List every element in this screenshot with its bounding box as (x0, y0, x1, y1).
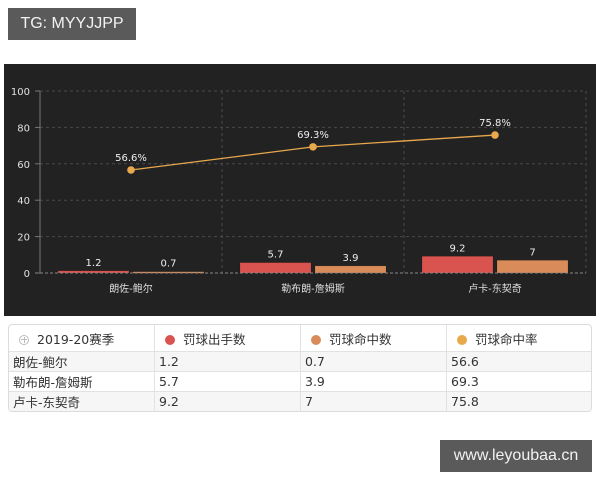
rate-value-label: 75.8% (479, 118, 511, 129)
watermark-bottom: www.leyoubaa.cn (440, 440, 592, 472)
bar-value-label: 7 (529, 247, 535, 258)
y-tick-label: 20 (17, 233, 30, 244)
bar (421, 256, 494, 274)
y-tick-label: 80 (17, 123, 30, 134)
bar-value-label: 5.7 (268, 250, 284, 261)
bar (239, 262, 312, 274)
y-tick-label: 40 (17, 196, 30, 207)
x-tick-label: 朗佐-鲍尔 (109, 282, 153, 295)
table-header-row: 2019-20赛季 罚球出手数 罚球命中数 罚球命中率 (9, 325, 591, 352)
watermark-top: TG: MYYJJPP (8, 8, 136, 40)
cell: 3.9 (301, 372, 447, 392)
header-attempts: 罚球出手数 (155, 325, 301, 352)
bar-value-label: 9.2 (450, 243, 466, 254)
y-tick-label: 0 (24, 269, 30, 280)
cell: 56.6 (447, 352, 591, 372)
data-table: 2019-20赛季 罚球出手数 罚球命中数 罚球命中率 朗佐-鲍尔 1.2 0.… (8, 324, 592, 412)
cell: 卢卡-东契奇 (9, 392, 155, 411)
rate-value-label: 69.3% (297, 130, 329, 141)
x-tick-label: 勒布朗-詹姆斯 (281, 282, 345, 295)
combo-chart: 0 20 40 60 80 100 1.2 0.7 朗佐-鲍尔 5.7 3.9 勒布朗-詹姆斯 9.2 7… (11, 87, 587, 295)
bar-value-label: 0.7 (161, 259, 177, 270)
legend-dot-icon (457, 334, 467, 345)
cell: 75.8 (447, 392, 591, 411)
table-row: 朗佐-鲍尔 1.2 0.7 56.6 (9, 352, 591, 372)
rate-point (309, 143, 317, 151)
cell: 0.7 (301, 352, 447, 372)
header-rate: 罚球命中率 (447, 325, 591, 352)
cell: 9.2 (155, 392, 301, 411)
rate-point (491, 131, 499, 139)
rate-value-label: 56.6% (115, 153, 147, 164)
rate-point (127, 166, 135, 174)
bar (57, 270, 130, 274)
table-row: 勒布朗-詹姆斯 5.7 3.9 69.3 (9, 372, 591, 392)
cell: 69.3 (447, 372, 591, 392)
header-made: 罚球命中数 (301, 325, 447, 352)
y-tick-label: 60 (17, 160, 30, 171)
legend-dot-icon (165, 334, 175, 345)
x-tick-label: 卢卡-东契奇 (468, 282, 522, 295)
add-icon (19, 334, 29, 345)
cell: 1.2 (155, 352, 301, 372)
bar (314, 265, 387, 274)
y-tick-label: 100 (11, 87, 30, 98)
legend-dot-icon (311, 334, 321, 345)
header-season: 2019-20赛季 (9, 325, 155, 352)
cell: 朗佐-鲍尔 (9, 352, 155, 372)
cell: 7 (301, 392, 447, 411)
bar-value-label: 3.9 (343, 253, 359, 264)
bar (132, 271, 205, 274)
cell: 勒布朗-詹姆斯 (9, 372, 155, 392)
bar (496, 260, 569, 274)
chart-panel: 0 20 40 60 80 100 1.2 0.7 朗佐-鲍尔 5.7 3.9 勒布朗-詹姆斯 9.2 7… (4, 64, 596, 316)
cell: 5.7 (155, 372, 301, 392)
bar-value-label: 1.2 (86, 258, 102, 269)
table-row: 卢卡-东契奇 9.2 7 75.8 (9, 392, 591, 411)
